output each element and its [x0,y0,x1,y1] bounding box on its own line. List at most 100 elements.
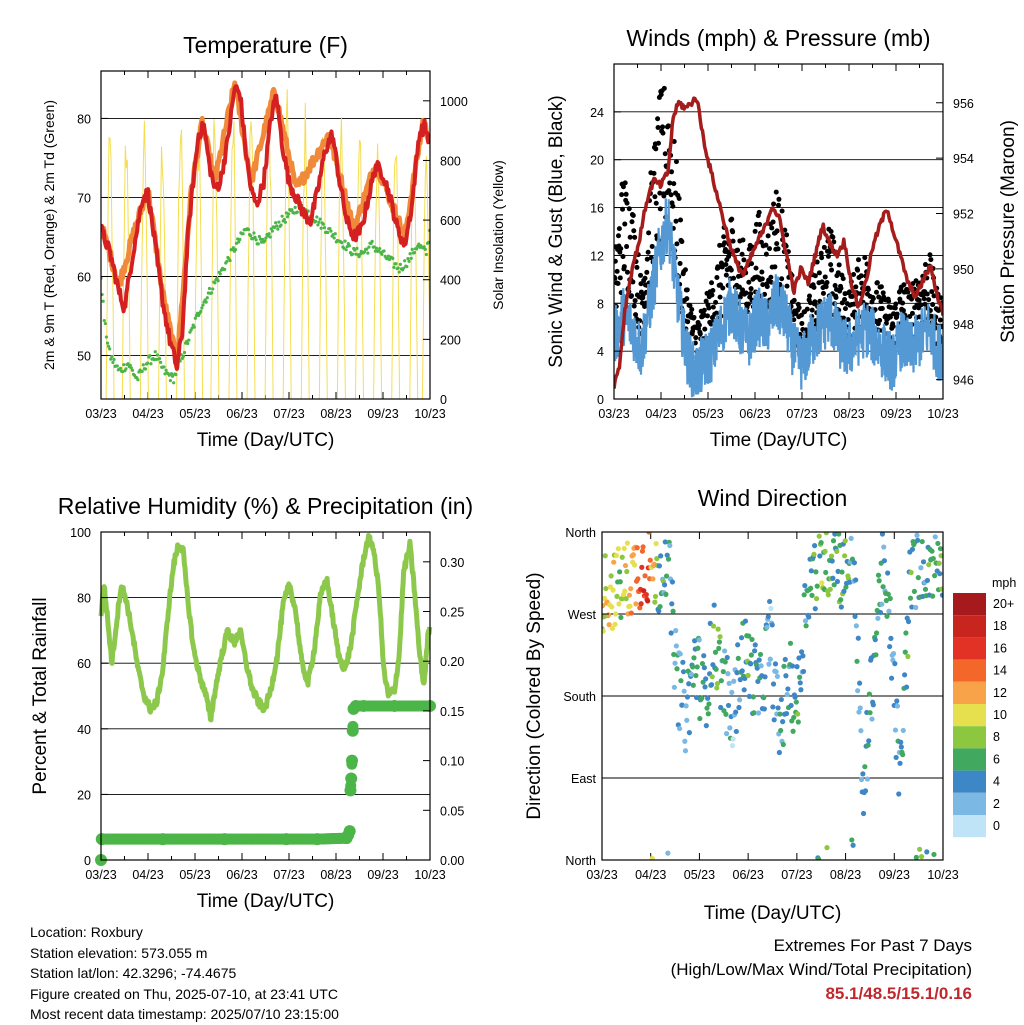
direction-point [606,622,612,628]
gust-point [833,295,839,301]
direction-point [817,553,823,559]
direction-point [639,564,645,570]
dewpoint-point [366,251,370,255]
y-right-tick-label: 0.15 [440,705,464,719]
direction-point [850,842,856,848]
gust-point [673,218,679,224]
direction-point [798,687,804,693]
gust-point [816,270,822,276]
gust-point [720,285,726,291]
dewpoint-point [169,372,174,376]
dewpoint-point [237,240,241,244]
gust-point [687,303,693,309]
dewpoint-point [108,347,112,351]
direction-point [640,544,646,550]
direction-point [858,728,864,734]
dewpoint-point [407,259,411,263]
legend-swatch [953,659,986,682]
direction-point [842,553,848,559]
gust-point [752,228,758,234]
gust-point [760,282,766,288]
x-tick-label: 07/23 [781,868,812,882]
dewpoint-point [187,338,191,342]
dewpoint-point [168,379,173,383]
x-tick-label: 10/23 [414,407,445,421]
direction-point [866,691,872,697]
direction-point [696,637,702,643]
direction-point [790,728,796,734]
series-2m-temperature [101,84,430,371]
dewpoint-point [213,281,217,285]
direction-point [780,741,786,748]
direction-point [778,727,784,734]
legend-label: 8 [993,730,1000,744]
direction-point [885,591,891,597]
direction-point [815,856,822,860]
gust-point [629,293,635,299]
direction-point [693,672,699,679]
direction-point [887,643,893,650]
dewpoint-point [315,215,319,219]
direction-point [725,702,732,709]
direction-point [699,660,706,667]
direction-point [628,610,634,616]
direction-point [641,588,647,594]
direction-point [853,577,859,583]
gust-point [614,275,618,281]
direction-point [795,719,801,725]
gust-point [842,297,848,303]
gust-point [894,311,900,317]
direction-point [813,569,819,575]
direction-point [888,675,895,681]
gust-point [682,267,688,273]
dewpoint-point [417,242,421,246]
dewpoint-point [340,241,344,245]
gust-point [807,293,813,299]
gust-point [722,240,728,246]
direction-point [775,705,781,711]
dewpoint-point [162,365,166,369]
legend-swatch [953,637,986,660]
direction-point [773,669,779,675]
direction-point [930,593,936,599]
direction-point [938,553,943,559]
gust-point [921,296,927,302]
direction-point [791,714,797,721]
y-right-tick-label: 950 [953,263,974,277]
direction-point [634,545,640,551]
gust-point [621,264,627,270]
direction-point [892,661,898,667]
dewpoint-point [111,360,115,365]
dewpoint-point [218,272,222,276]
direction-point [746,693,752,699]
gust-point [653,146,659,152]
direction-point [879,601,885,607]
y-right-tick-label: 952 [953,208,974,222]
direction-point [729,743,736,749]
direction-point [630,552,636,558]
direction-point [926,562,932,568]
gust-point [710,288,716,294]
dewpoint-point [396,266,400,270]
direction-point [693,694,700,701]
gust-point [779,208,785,214]
gust-point [736,284,742,290]
direction-point [909,546,916,552]
direction-point [716,639,722,645]
legend-swatch [953,792,986,815]
gust-point [714,274,720,280]
dewpoint-point [256,242,260,246]
dewpoint-point [149,362,153,366]
gust-point [927,252,933,258]
direction-point [752,642,758,648]
direction-point [669,601,675,607]
gust-point [689,306,695,312]
y-right-tick-label: 0 [440,393,447,407]
dewpoint-point [124,367,128,371]
direction-point [767,598,773,605]
dewpoint-point [275,224,279,228]
y-tick-label: East [571,772,597,786]
direction-point [924,849,930,855]
direction-point [769,622,775,628]
gust-point [717,294,723,300]
